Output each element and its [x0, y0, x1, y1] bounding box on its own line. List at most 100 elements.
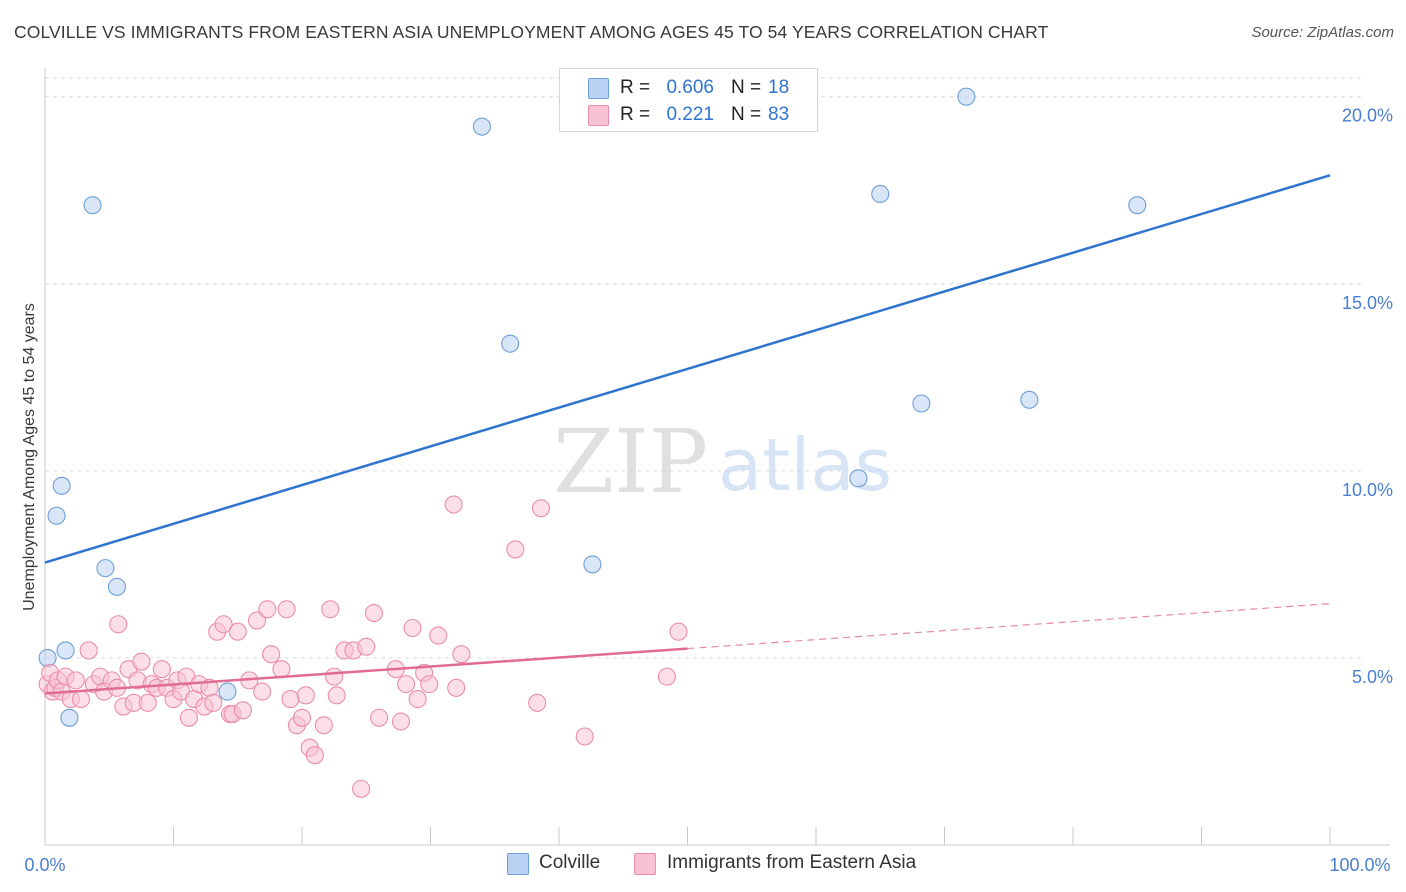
- immigrants-point: [258, 600, 277, 619]
- immigrants-point: [296, 686, 315, 705]
- immigrants-point: [109, 615, 128, 634]
- source-credit: Source: ZipAtlas.com: [1251, 24, 1394, 41]
- immigrants-point: [66, 671, 85, 690]
- legend-r-value: 0.221: [666, 104, 714, 125]
- legend-n-label: N =: [731, 104, 762, 125]
- immigrants-point: [314, 716, 333, 735]
- colville-point: [107, 577, 127, 596]
- immigrants-point: [506, 540, 525, 559]
- immigrants-point: [247, 611, 267, 630]
- y-tick-label: 10.0%: [1342, 480, 1393, 500]
- immigrants-trendline-extension: [687, 603, 1331, 650]
- colville-point: [501, 334, 520, 353]
- immigrants-point: [447, 678, 466, 697]
- trend-layer: [44, 174, 1331, 695]
- immigrants-point: [429, 626, 448, 645]
- grid-layer: [45, 77, 1365, 659]
- axis-layer: [44, 68, 1390, 846]
- y-axis-label: Unemployment Among Ages 45 to 54 years: [21, 303, 38, 611]
- immigrants-point: [71, 690, 91, 709]
- immigrants-point: [364, 603, 384, 623]
- immigrants-point: [253, 682, 272, 701]
- legend-row-immigrants: R = 0.221 N = 83: [560, 101, 817, 127]
- immigrants-point: [132, 652, 151, 671]
- colville-point: [472, 117, 491, 136]
- immigrants-point: [79, 641, 98, 660]
- immigrants-point: [669, 622, 688, 641]
- immigrants-point: [370, 708, 389, 727]
- colville-point: [47, 506, 66, 525]
- legend-r-label: R =: [620, 77, 651, 98]
- immigrants-point: [305, 746, 324, 765]
- x-tick-label: 0.0%: [24, 855, 65, 875]
- colville-point: [912, 394, 931, 413]
- immigrants-point: [452, 645, 471, 664]
- immigrants-point: [321, 600, 340, 619]
- immigrants-point: [528, 693, 547, 712]
- legend-r-value: 0.606: [666, 77, 714, 98]
- immigrants-point: [352, 779, 371, 798]
- stats-legend: R = 0.606 N = 18 R = 0.221 N = 83: [559, 68, 818, 132]
- immigrants-point: [262, 645, 281, 664]
- immigrants-point: [420, 675, 439, 694]
- immigrants-point: [408, 690, 427, 709]
- series-label-immigrants: Immigrants from Eastern Asia: [667, 852, 917, 873]
- colville-point: [83, 196, 102, 215]
- colville-point: [38, 648, 57, 667]
- legend-n-value: 83: [768, 104, 790, 125]
- watermark: ZIP atlas: [553, 410, 892, 513]
- immigrants-point: [233, 701, 252, 720]
- colville-point: [871, 184, 890, 204]
- colville-point: [957, 87, 976, 106]
- colville-point: [1128, 196, 1147, 215]
- immigrants-point: [292, 708, 312, 727]
- immigrants-point: [357, 637, 376, 656]
- chart-title: COLVILLE VS IMMIGRANTS FROM EASTERN ASIA…: [14, 22, 1049, 42]
- legend-n-label: N =: [731, 77, 762, 98]
- y-tick-label: 20.0%: [1342, 106, 1393, 126]
- colville-point: [56, 641, 75, 660]
- colville-point: [60, 708, 79, 727]
- immigrants-point: [214, 615, 233, 634]
- immigrants-point: [391, 712, 410, 731]
- series-swatch-colville: [507, 853, 529, 875]
- immigrants-point: [228, 622, 247, 641]
- immigrants-point: [138, 693, 157, 712]
- immigrants-point: [277, 600, 296, 619]
- immigrants-point: [152, 660, 171, 679]
- legend-n-value: 18: [768, 77, 790, 98]
- immigrants-point: [657, 667, 676, 686]
- immigrants-point: [204, 693, 223, 712]
- immigrants-point: [327, 686, 346, 705]
- watermark-atlas: atlas: [718, 423, 892, 507]
- immigrants-point: [531, 499, 551, 518]
- immigrants-point: [272, 660, 291, 679]
- legend-swatch-immigrants: [588, 105, 609, 126]
- legend-r-label: R =: [620, 104, 651, 125]
- immigrants-point: [403, 618, 422, 638]
- immigrants-point: [281, 690, 300, 709]
- y-tick-label: 15.0%: [1342, 293, 1393, 313]
- colville-point: [583, 555, 602, 574]
- colville-point: [218, 682, 237, 701]
- points-layer: [38, 87, 1147, 798]
- colville-point: [849, 469, 868, 488]
- legend-swatch-colville: [588, 78, 609, 99]
- colville-point: [52, 476, 71, 495]
- immigrants-point: [397, 675, 416, 694]
- immigrants-trendline: [44, 647, 688, 695]
- immigrants-point: [179, 708, 198, 727]
- colville-point: [96, 559, 115, 578]
- immigrants-point: [444, 495, 463, 514]
- colville-point: [1020, 390, 1039, 409]
- tick-labels: 5.0% 10.0% 15.0% 20.0% 0.0% 100.0%: [24, 106, 1393, 875]
- x-tick-label: 100.0%: [1329, 855, 1390, 875]
- series-label-colville: Colville: [539, 852, 601, 873]
- legend-row-colville: R = 0.606 N = 18: [560, 74, 817, 100]
- watermark-zip: ZIP: [553, 410, 708, 513]
- immigrants-point: [325, 667, 344, 686]
- colville-trendline: [44, 174, 1331, 564]
- y-tick-label: 5.0%: [1352, 667, 1393, 687]
- immigrants-point: [575, 727, 594, 746]
